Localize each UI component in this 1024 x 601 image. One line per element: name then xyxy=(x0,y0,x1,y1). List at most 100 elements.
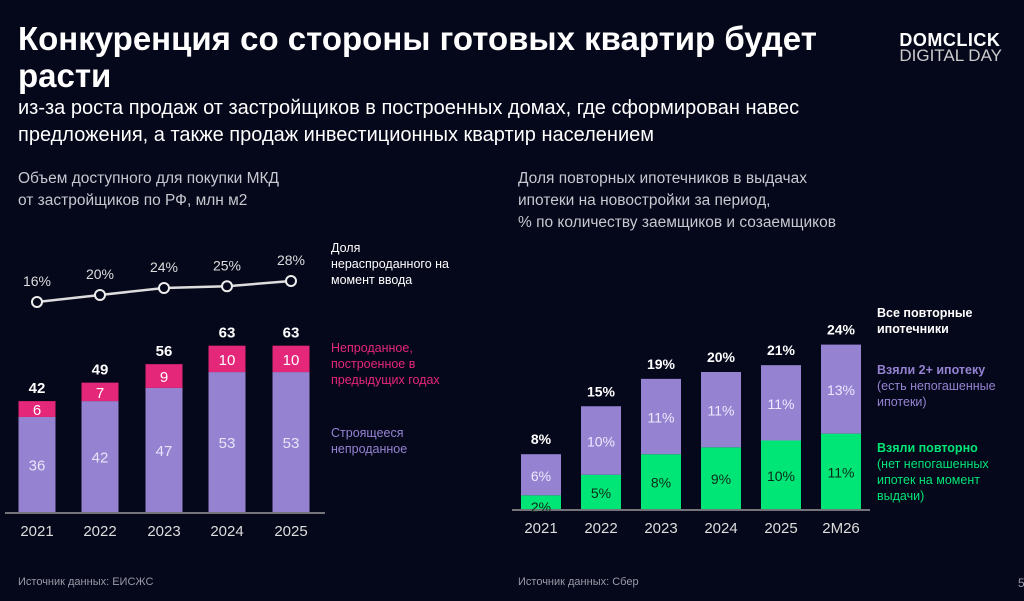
line-point-label: 25% xyxy=(213,257,241,273)
bar-green-label: 11% xyxy=(828,464,855,480)
bar-total-label: 24% xyxy=(827,322,856,338)
x-tick-label: 2025 xyxy=(274,523,307,540)
bar-purple xyxy=(81,401,119,512)
logo-line1: DOMCLICK xyxy=(899,30,1001,50)
bar-green xyxy=(521,495,561,509)
legend-green-sub: (нет непогашенных ипотек на момент выдач… xyxy=(877,457,989,503)
line-point-label: 24% xyxy=(150,259,178,275)
bar-total-label: 63 xyxy=(283,325,300,342)
line-point xyxy=(221,280,233,293)
bar-purple-label: 6% xyxy=(531,468,551,484)
bar-total-label: 56 xyxy=(156,343,173,360)
line-point-label: 20% xyxy=(86,266,114,282)
bar-total-label: 20% xyxy=(707,349,736,365)
legend-pink: Непроданное, построенное в предыдущих го… xyxy=(331,341,440,387)
legend-purple-title: Взяли 2+ ипотеку xyxy=(877,363,986,377)
page-subtitle: из-за роста продаж от застройщиков в пос… xyxy=(18,97,800,146)
x-tick-label: 2023 xyxy=(147,523,180,540)
line-point-label: 28% xyxy=(277,252,305,268)
bar-total-label: 15% xyxy=(587,383,616,399)
bar-green xyxy=(641,454,681,509)
left-source: Источник данных: ЕИСЖС xyxy=(18,576,154,588)
line-point xyxy=(158,282,170,294)
bar-green-label: 9% xyxy=(711,471,731,487)
bar-pink xyxy=(18,401,56,417)
bar-purple xyxy=(821,344,861,434)
bar-pink-label: 9 xyxy=(160,369,168,386)
bar-purple-label: 36 xyxy=(29,457,46,474)
bar-pink xyxy=(272,345,310,373)
bar-pink xyxy=(208,345,246,373)
bar-purple-label: 11% xyxy=(648,410,675,426)
bar-green xyxy=(761,440,801,509)
bar-green xyxy=(581,474,621,509)
bar-green xyxy=(821,433,861,509)
bar-total-label: 63 xyxy=(219,325,236,342)
x-tick-label: 2M26 xyxy=(822,520,860,537)
line-point xyxy=(94,289,106,301)
bar-purple xyxy=(272,372,310,512)
left-chart-title: Объем доступного для покупки МКД от заст… xyxy=(18,168,279,212)
bar-purple xyxy=(641,378,681,455)
bar-total-label: 42 xyxy=(29,380,46,397)
bar-total-label: 49 xyxy=(92,362,109,379)
right-chart-title: Доля повторных ипотечников в выдачах ипо… xyxy=(518,168,836,234)
right-source: Источник данных: Сбер xyxy=(518,576,639,588)
bar-pink-label: 7 xyxy=(96,385,104,402)
bar-purple xyxy=(521,454,561,496)
bar-pink xyxy=(81,382,119,402)
bar-purple xyxy=(18,416,56,512)
page-number: 5 xyxy=(1018,576,1024,590)
legend-purple-sub: (есть непогашенные ипотеки) xyxy=(877,379,996,409)
x-tick-label: 2022 xyxy=(83,523,116,540)
x-tick-label: 2021 xyxy=(20,523,53,540)
legend-line: Доля нераспроданного на момент ввода xyxy=(331,241,449,287)
bar-purple-label: 53 xyxy=(283,435,300,452)
bar-purple xyxy=(761,365,801,441)
bar-pink-label: 10 xyxy=(219,352,236,369)
bar-purple-label: 42 xyxy=(92,450,109,467)
domclick-logo: DOMCLICK DIGITAL DAY xyxy=(899,30,1002,65)
legend-total: Все повторные ипотечники xyxy=(877,306,973,336)
x-tick-label: 2023 xyxy=(644,520,677,537)
bar-total-label: 8% xyxy=(531,431,552,447)
line-point xyxy=(285,275,297,287)
legend-purple: Строящееся непроданное xyxy=(331,426,408,456)
bar-total-label: 21% xyxy=(767,342,796,358)
line-point xyxy=(31,296,43,308)
x-tick-label: 2022 xyxy=(584,520,617,537)
bar-pink-label: 6 xyxy=(33,402,41,419)
x-tick-label: 2025 xyxy=(764,520,797,537)
bar-green-label: 8% xyxy=(651,475,671,491)
left-title-line1: Объем доступного для покупки МКД xyxy=(18,170,280,187)
legend-green-title: Взяли повторно xyxy=(877,441,978,455)
bar-purple-label: 11% xyxy=(768,396,795,412)
bar-green-label: 2% xyxy=(531,499,551,515)
x-tick-label: 2024 xyxy=(210,523,243,540)
line-point-label: 16% xyxy=(23,273,51,289)
page-title: Конкуренция со стороны готовых квартир б… xyxy=(18,20,817,94)
right-title-line2: ипотеки на новостройки за период, xyxy=(518,192,771,209)
x-tick-label: 2024 xyxy=(704,520,737,537)
bar-total-label: 19% xyxy=(647,356,676,372)
logo-line2: DIGITAL DAY xyxy=(899,46,1002,65)
bar-purple-label: 11% xyxy=(708,403,735,419)
bar-purple xyxy=(581,406,621,475)
bar-purple-label: 47 xyxy=(156,443,173,460)
bar-purple xyxy=(145,387,183,512)
bar-green-label: 5% xyxy=(591,485,611,501)
bar-purple xyxy=(701,372,741,448)
bar-green-label: 10% xyxy=(767,468,795,484)
bar-pink-label: 10 xyxy=(283,352,300,369)
legend-right-purple: Взяли 2+ ипотеку (есть непогашенные ипот… xyxy=(877,362,1007,410)
right-title-line3: % по количеству заемщиков и созаемщиков xyxy=(518,214,836,231)
x-tick-label: 2021 xyxy=(524,520,557,537)
bar-pink xyxy=(145,364,183,388)
left-title-line2: от застройщиков по РФ, млн м2 xyxy=(18,192,248,209)
right-title-line1: Доля повторных ипотечников в выдачах xyxy=(518,170,807,187)
bar-green xyxy=(701,447,741,509)
bar-purple-label: 10% xyxy=(587,434,615,450)
bar-purple-label: 53 xyxy=(219,435,236,452)
bar-purple xyxy=(208,372,246,512)
